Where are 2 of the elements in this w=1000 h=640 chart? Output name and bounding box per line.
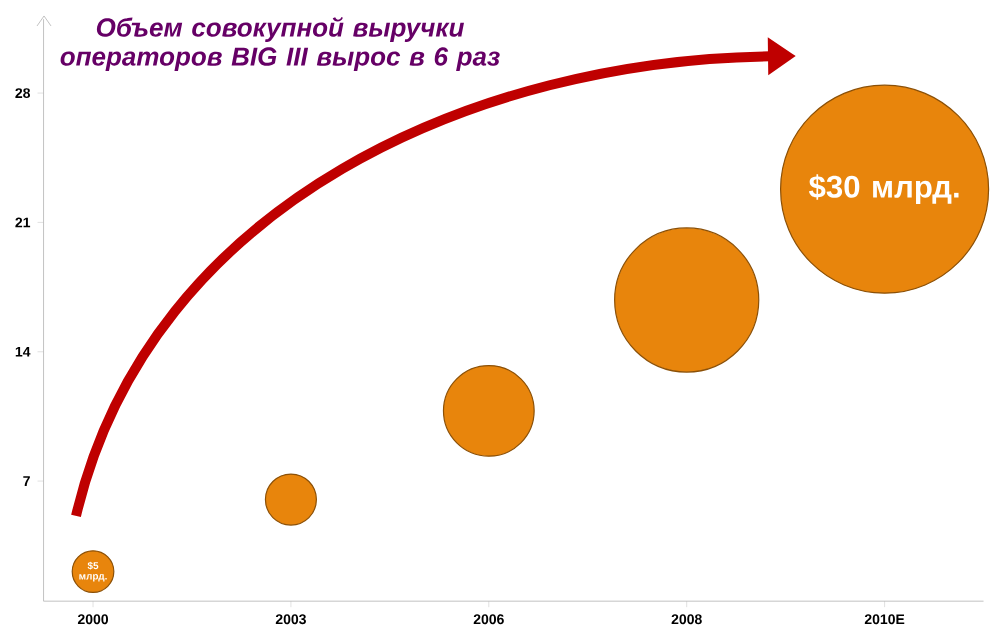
annotation: $30 млрд. <box>808 174 959 204</box>
chart-title: Объем совокупной выручки операторов BIG III вырос в 6 раз <box>60 17 500 71</box>
